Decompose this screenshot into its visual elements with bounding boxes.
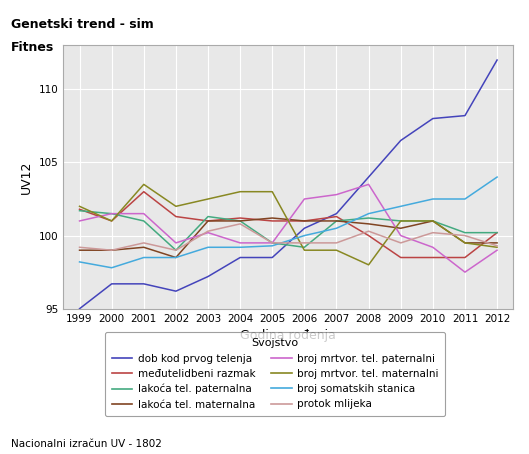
Text: Nacionalni izračun UV - 1802: Nacionalni izračun UV - 1802 [11,439,161,449]
Text: Fitnes: Fitnes [11,41,54,54]
Y-axis label: UV12: UV12 [20,160,33,194]
Legend: dob kod prvog telenja, međutelidbeni razmak, lakoća tel. paternalna, lakoća tel.: dob kod prvog telenja, međutelidbeni raz… [105,332,445,416]
Text: Genetski trend - sim: Genetski trend - sim [11,18,153,31]
X-axis label: Godina rođenja: Godina rođenja [240,329,336,342]
